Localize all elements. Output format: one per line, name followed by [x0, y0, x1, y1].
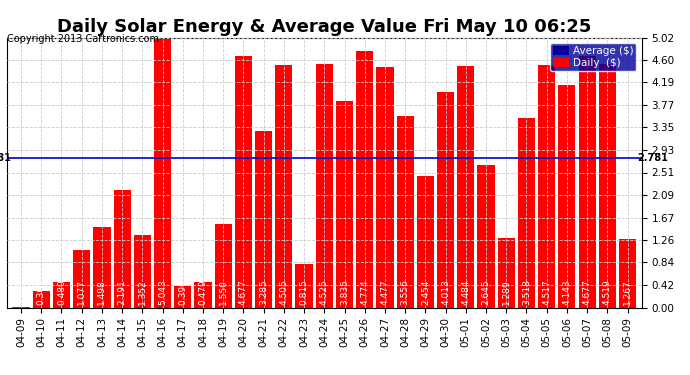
Text: 1.289: 1.289: [502, 279, 511, 305]
Text: 2.454: 2.454: [421, 279, 430, 305]
Bar: [12, 307, 30, 308]
Text: 0.479: 0.479: [199, 279, 208, 305]
Bar: [154, 36, 171, 308]
Text: 4.774: 4.774: [360, 279, 369, 305]
Bar: [619, 239, 636, 308]
Bar: [114, 190, 130, 308]
Text: 4.477: 4.477: [380, 279, 389, 305]
Text: 0.307: 0.307: [37, 279, 46, 305]
Bar: [376, 67, 393, 308]
Text: 2.191: 2.191: [117, 279, 127, 305]
Bar: [477, 165, 495, 308]
Legend: Average ($), Daily  ($): Average ($), Daily ($): [550, 43, 636, 72]
Bar: [336, 101, 353, 308]
Bar: [275, 65, 293, 308]
Bar: [356, 51, 373, 308]
Text: 0.396: 0.396: [178, 279, 187, 305]
Text: 3.835: 3.835: [340, 279, 349, 305]
Bar: [174, 286, 191, 308]
Text: 1.077: 1.077: [77, 279, 86, 305]
Text: 5.043: 5.043: [158, 279, 167, 305]
Text: 4.677: 4.677: [582, 279, 591, 305]
Text: 3.518: 3.518: [522, 279, 531, 305]
Text: 1.498: 1.498: [97, 279, 106, 305]
Text: 0.815: 0.815: [299, 279, 308, 305]
Text: 2.645: 2.645: [482, 279, 491, 305]
Bar: [497, 238, 515, 308]
Text: 1.550: 1.550: [219, 279, 228, 305]
Bar: [195, 282, 212, 308]
Text: 1.352: 1.352: [138, 279, 147, 305]
Text: 4.505: 4.505: [279, 279, 288, 305]
Text: 2.781: 2.781: [638, 153, 669, 163]
Bar: [599, 64, 616, 308]
Bar: [215, 224, 232, 308]
Text: 3.556: 3.556: [401, 279, 410, 305]
Bar: [73, 250, 90, 308]
Bar: [538, 64, 555, 308]
Text: 4.525: 4.525: [319, 279, 329, 305]
Bar: [397, 116, 414, 308]
Text: 0.013: 0.013: [17, 279, 26, 305]
Text: Copyright 2013 Cartronics.com: Copyright 2013 Cartronics.com: [7, 34, 159, 44]
Bar: [417, 176, 434, 308]
Bar: [457, 66, 475, 308]
Bar: [295, 264, 313, 308]
Bar: [134, 235, 151, 308]
Text: 4.519: 4.519: [603, 279, 612, 305]
Text: 4.143: 4.143: [562, 279, 571, 305]
Bar: [32, 291, 50, 308]
Bar: [255, 131, 273, 308]
Text: 4.517: 4.517: [542, 279, 551, 305]
Text: 0.480: 0.480: [57, 279, 66, 305]
Text: 3.285: 3.285: [259, 279, 268, 305]
Title: Daily Solar Energy & Average Value Fri May 10 06:25: Daily Solar Energy & Average Value Fri M…: [57, 18, 591, 36]
Bar: [437, 92, 454, 308]
Bar: [53, 282, 70, 308]
Text: 4.677: 4.677: [239, 279, 248, 305]
Text: 1.267: 1.267: [623, 279, 632, 305]
Bar: [558, 85, 575, 308]
Bar: [235, 56, 252, 308]
Bar: [316, 64, 333, 308]
Text: 2.781: 2.781: [0, 153, 11, 163]
Bar: [578, 56, 595, 308]
Bar: [518, 118, 535, 308]
Text: 4.484: 4.484: [462, 279, 471, 305]
Bar: [93, 227, 110, 308]
Text: 4.013: 4.013: [441, 279, 450, 305]
